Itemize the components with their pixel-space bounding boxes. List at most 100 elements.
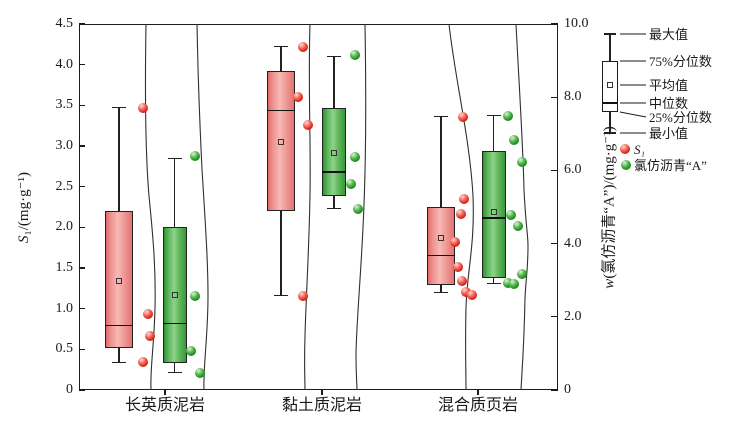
axis-variable: w — [601, 278, 618, 289]
legend-s1-label: S₁ — [634, 142, 646, 157]
plot-area — [79, 24, 558, 390]
point-S₁ — [459, 193, 469, 204]
whisker-top-S₁ — [280, 46, 282, 72]
legend-cap-min — [604, 132, 616, 134]
legend-whisker-bottom — [609, 112, 611, 133]
right-tick-label: 2.0 — [564, 308, 582, 324]
point-氯仿沥青“A” — [503, 278, 513, 289]
distribution-curve — [448, 23, 474, 391]
whisker-bottom-氯仿沥青“A” — [173, 363, 176, 373]
point-S₁ — [458, 111, 468, 122]
point-S₁ — [467, 289, 477, 300]
legend-median-line — [602, 102, 618, 104]
legend-bitumen-marker — [621, 160, 631, 170]
right-tick — [551, 169, 558, 171]
point-氯仿沥青“A” — [190, 290, 200, 301]
left-tick-label: 1.5 — [55, 260, 74, 275]
left-tick-label: 2.5 — [55, 178, 74, 194]
whisker-cap-max — [327, 55, 341, 58]
point-氯仿沥青“A” — [509, 135, 519, 146]
median-line — [267, 109, 295, 111]
whisker-top-S₁ — [118, 107, 120, 212]
whisker-top-氯仿沥青“A” — [173, 158, 176, 228]
box-氯仿沥青“A”-1 — [322, 107, 346, 196]
right-tick — [551, 389, 558, 391]
mean-marker — [116, 278, 122, 284]
left-tick — [79, 308, 85, 310]
box-氯仿沥青“A”-0 — [162, 227, 187, 364]
whisker-bottom-S₁ — [118, 347, 120, 363]
point-S₁ — [298, 291, 308, 302]
point-氯仿沥青“A” — [195, 367, 205, 378]
point-氯仿沥青“A” — [503, 110, 513, 121]
legend-anatomy-label: 平均值 — [649, 77, 689, 93]
distribution-curve — [304, 23, 311, 391]
leader-line — [619, 111, 647, 118]
left-tick-label: 1.0 — [55, 300, 74, 316]
point-氯仿沥青“A” — [346, 178, 356, 189]
point-S₁ — [303, 119, 313, 130]
right-tick-label: 6.0 — [564, 162, 582, 178]
point-氯仿沥青“A” — [506, 210, 516, 221]
mean-marker — [278, 138, 284, 145]
whisker-cap-min — [486, 282, 501, 284]
left-axis-title-wrap: S₁/(mg·g⁻¹) — [10, 24, 36, 390]
point-氯仿沥青“A” — [517, 268, 527, 279]
median-line — [162, 322, 187, 325]
left-tick — [79, 186, 85, 188]
left-tick — [79, 348, 85, 350]
category-label: 长英质泥岩 — [124, 397, 205, 414]
left-tick-label: 4.0 — [55, 56, 74, 72]
point-S₁ — [461, 287, 471, 298]
legend-cap-max — [604, 33, 616, 35]
point-S₁ — [450, 236, 460, 247]
point-氯仿沥青“A” — [190, 151, 200, 162]
whisker-cap-min — [434, 291, 448, 293]
whisker-cap-min — [274, 295, 288, 297]
whisker-cap-max — [167, 157, 182, 159]
category-tick — [321, 390, 323, 395]
legend-whisker-top — [609, 34, 611, 61]
axis-variable: S — [15, 234, 32, 243]
left-tick-label: 3.5 — [55, 97, 74, 113]
left-tick-label: 3.0 — [55, 138, 74, 153]
box-S₁-1 — [267, 71, 295, 212]
left-tick — [79, 145, 85, 147]
right-tick — [551, 96, 558, 98]
point-S₁ — [456, 209, 466, 220]
distribution-curve — [355, 23, 367, 391]
median-line — [427, 255, 455, 257]
right-tick-label: 8.0 — [564, 89, 582, 105]
legend-anatomy-label: 最大值 — [649, 26, 689, 42]
left-tick — [79, 267, 85, 269]
legend-anatomy-label: 25%分位数 — [649, 109, 712, 125]
left-tick — [79, 64, 85, 66]
whisker-bottom-氯仿沥青“A” — [333, 195, 335, 209]
point-S₁ — [138, 102, 148, 113]
whisker-bottom-S₁ — [440, 285, 442, 293]
median-line — [481, 217, 506, 219]
mean-marker — [438, 234, 444, 241]
left-tick-label: 0 — [66, 382, 73, 397]
median-line — [105, 325, 133, 327]
mean-marker — [331, 150, 337, 157]
right-tick-label: 0 — [564, 382, 571, 397]
category-tick — [164, 390, 166, 395]
whisker-cap-max — [112, 107, 126, 109]
mean-marker — [490, 209, 497, 216]
legend-anatomy-label: 最小值 — [649, 125, 689, 141]
box-S₁-0 — [105, 211, 133, 348]
point-氯仿沥青“A” — [353, 203, 363, 214]
point-S₁ — [457, 276, 467, 286]
category-label: 混合质页岩 — [437, 397, 518, 414]
whisker-bottom-氯仿沥青“A” — [492, 278, 495, 284]
point-S₁ — [453, 262, 463, 273]
legend-anatomy-label: 75%分位数 — [649, 53, 712, 69]
right-axis-title: w(氯仿沥青“A”)/(mg·g⁻¹) — [601, 125, 618, 289]
left-tick-label: 2.0 — [55, 219, 74, 235]
left-tick — [79, 23, 85, 25]
legend-s1-marker — [620, 144, 630, 154]
point-氯仿沥青“A” — [509, 278, 519, 289]
whisker-cap-max — [274, 46, 288, 48]
box-S₁-2 — [427, 207, 455, 286]
